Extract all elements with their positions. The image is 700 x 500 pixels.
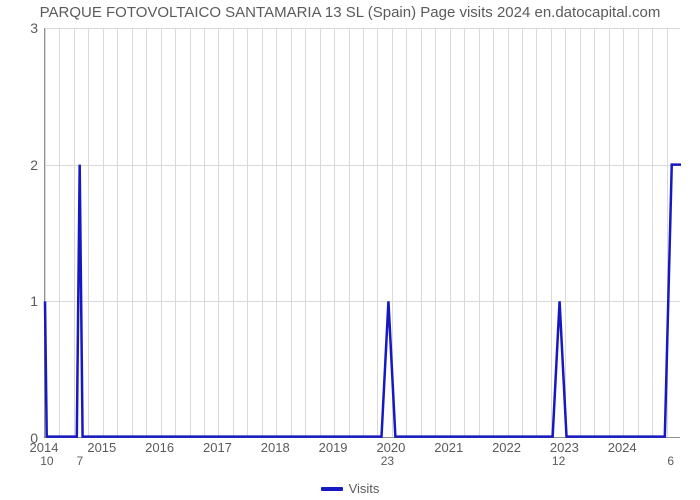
x-tick-label: 2019 [319, 440, 348, 455]
data-point-label: 12 [552, 454, 565, 468]
data-point-label: 10 [40, 454, 53, 468]
legend-label: Visits [349, 481, 380, 496]
y-tick-label: 2 [8, 157, 38, 173]
x-tick-label: 2021 [434, 440, 463, 455]
chart-container: PARQUE FOTOVOLTAICO SANTAMARIA 13 SL (Sp… [0, 0, 700, 500]
data-point-label: 7 [77, 454, 84, 468]
x-tick-label: 2015 [87, 440, 116, 455]
x-tick-label: 2020 [376, 440, 405, 455]
data-point-label: 6 [667, 454, 674, 468]
x-tick-label: 2016 [145, 440, 174, 455]
x-tick-label: 2018 [261, 440, 290, 455]
legend: Visits [0, 480, 700, 496]
series-line [45, 28, 681, 438]
x-tick-label: 2023 [550, 440, 579, 455]
data-point-label: 23 [381, 454, 394, 468]
y-tick-label: 3 [8, 20, 38, 36]
x-tick-label: 2014 [30, 440, 59, 455]
plot-area [44, 28, 680, 438]
x-tick-label: 2022 [492, 440, 521, 455]
x-tick-label: 2024 [608, 440, 637, 455]
chart-title: PARQUE FOTOVOLTAICO SANTAMARIA 13 SL (Sp… [0, 4, 700, 21]
legend-swatch [321, 487, 343, 491]
x-tick-label: 2017 [203, 440, 232, 455]
y-tick-label: 1 [8, 293, 38, 309]
